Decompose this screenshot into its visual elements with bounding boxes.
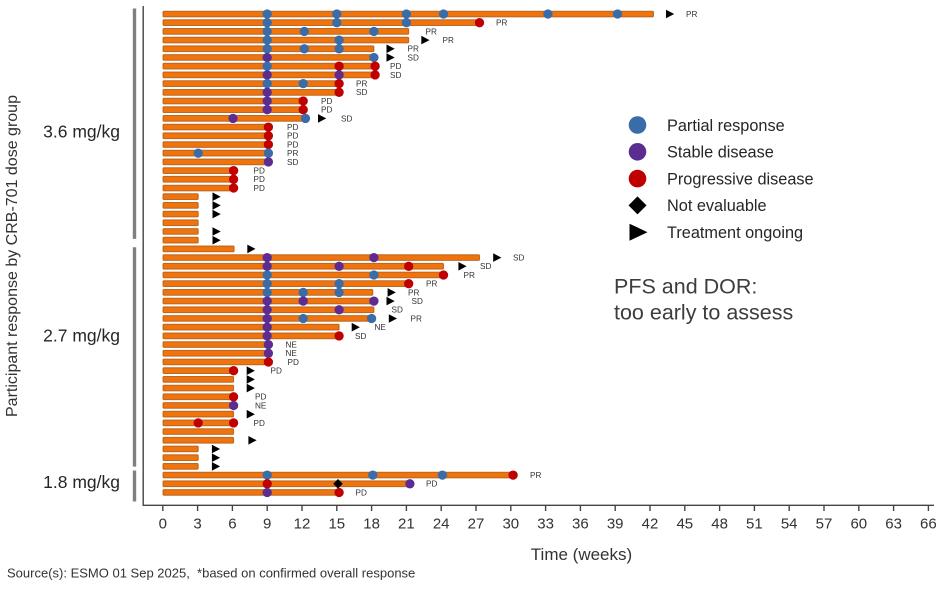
svg-text:SD: SD [341, 114, 352, 123]
svg-text:60: 60 [850, 516, 867, 533]
svg-text:0: 0 [159, 516, 167, 533]
svg-text:51: 51 [746, 516, 763, 533]
svg-text:Partial response: Partial response [667, 117, 785, 135]
svg-text:NE: NE [255, 401, 267, 410]
svg-text:15: 15 [328, 516, 345, 533]
svg-text:PR: PR [408, 288, 419, 297]
svg-text:24: 24 [433, 516, 450, 533]
svg-text:SD: SD [408, 53, 419, 62]
svg-text:PD: PD [390, 62, 401, 71]
svg-text:PD: PD [321, 97, 332, 106]
svg-text:57: 57 [816, 516, 833, 533]
svg-text:SD: SD [355, 332, 366, 341]
svg-text:PR: PR [426, 280, 437, 289]
svg-text:Participant response by CRB-70: Participant response by CRB-701 dose gro… [4, 95, 21, 417]
svg-text:PD: PD [254, 184, 265, 193]
svg-text:PR: PR [356, 80, 367, 89]
svg-text:Stable disease: Stable disease [667, 144, 774, 162]
svg-text:PR: PR [464, 271, 475, 280]
svg-text:54: 54 [781, 516, 798, 533]
svg-text:48: 48 [711, 516, 728, 533]
svg-text:NE: NE [286, 341, 298, 350]
svg-text:PD: PD [271, 367, 282, 376]
svg-text:SD: SD [390, 71, 401, 80]
svg-text:45: 45 [676, 516, 693, 533]
svg-text:3.6 mg/kg: 3.6 mg/kg [43, 122, 120, 142]
svg-text:NE: NE [286, 349, 298, 358]
svg-text:36: 36 [572, 516, 589, 533]
svg-text:SD: SD [480, 262, 491, 271]
svg-text:PR: PR [443, 36, 454, 45]
svg-text:39: 39 [607, 516, 624, 533]
svg-text:PD: PD [254, 175, 265, 184]
svg-text:PD: PD [254, 167, 265, 176]
svg-text:27: 27 [468, 516, 485, 533]
svg-text:1.8 mg/kg: 1.8 mg/kg [43, 472, 120, 492]
svg-text:63: 63 [885, 516, 902, 533]
svg-text:PD: PD [426, 480, 437, 489]
svg-text:PD: PD [288, 358, 299, 367]
svg-text:SD: SD [287, 158, 298, 167]
svg-text:PR: PR [408, 45, 419, 54]
svg-text:21: 21 [398, 516, 415, 533]
svg-text:Source(s): ESMO 01 Sep 2025,: Source(s): ESMO 01 Sep 2025, *based on c… [7, 566, 415, 581]
svg-text:NE: NE [375, 323, 387, 332]
svg-text:PD: PD [254, 419, 265, 428]
svg-text:SD: SD [356, 88, 367, 97]
svg-text:PR: PR [411, 314, 422, 323]
svg-text:PD: PD [356, 488, 367, 497]
svg-text:PR: PR [287, 149, 298, 158]
svg-text:PR: PR [426, 27, 437, 36]
svg-text:Time (weeks): Time (weeks) [531, 545, 632, 564]
svg-text:SD: SD [412, 297, 423, 306]
svg-text:PR: PR [530, 471, 541, 480]
svg-text:PFS and DOR:: PFS and DOR: [614, 275, 757, 299]
svg-text:PD: PD [255, 393, 266, 402]
svg-text:Progressive disease: Progressive disease [667, 170, 814, 188]
svg-text:too early to assess: too early to assess [614, 300, 793, 324]
svg-text:SD: SD [513, 254, 524, 263]
svg-text:PD: PD [287, 132, 298, 141]
svg-text:18: 18 [363, 516, 380, 533]
svg-text:2.7 mg/kg: 2.7 mg/kg [43, 326, 120, 346]
svg-text:PD: PD [287, 140, 298, 149]
svg-text:PD: PD [287, 123, 298, 132]
svg-text:42: 42 [642, 516, 659, 533]
svg-text:PR: PR [496, 19, 507, 28]
svg-text:30: 30 [502, 516, 519, 533]
svg-text:3: 3 [193, 516, 201, 533]
svg-text:66: 66 [920, 516, 937, 533]
svg-text:6: 6 [228, 516, 236, 533]
svg-text:SD: SD [392, 306, 403, 315]
svg-text:12: 12 [294, 516, 311, 533]
svg-text:PR: PR [686, 10, 697, 19]
svg-text:Treatment ongoing: Treatment ongoing [667, 224, 803, 242]
svg-text:Not evaluable: Not evaluable [667, 197, 767, 215]
svg-text:33: 33 [537, 516, 554, 533]
svg-text:PD: PD [321, 106, 332, 115]
svg-text:9: 9 [263, 516, 271, 533]
